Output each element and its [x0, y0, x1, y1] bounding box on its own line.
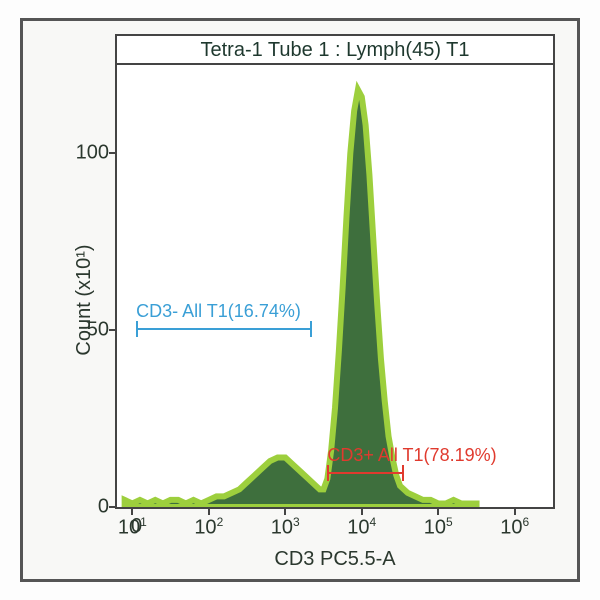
gate-cap — [136, 321, 138, 337]
x-tick-mark — [514, 507, 516, 515]
gate-cd3-neg: CD3- All T1(16.74%) — [136, 301, 312, 330]
x-tick-mark — [437, 507, 439, 515]
y-tick-mark — [109, 506, 117, 508]
x-tick-mark — [284, 507, 286, 515]
chart-title: Tetra-1 Tube 1 : Lymph(45) T1 — [200, 39, 469, 62]
plot-area: 0501000101102103104105106CD3- All T1(16.… — [115, 63, 555, 509]
x-tick-mark — [361, 507, 363, 515]
gate-cap — [327, 465, 329, 481]
gate-label: CD3+ All T1(78.19%) — [327, 445, 403, 466]
gate-bar — [327, 472, 403, 474]
y-tick-mark — [109, 329, 117, 331]
x-axis-label: CD3 PC5.5-A — [115, 548, 555, 571]
gate-bar — [136, 328, 312, 330]
title-bar: Tetra-1 Tube 1 : Lymph(45) T1 — [115, 34, 555, 65]
gate-cap — [310, 321, 312, 337]
gate-label: CD3- All T1(16.74%) — [136, 301, 312, 322]
y-tick-mark — [109, 152, 117, 154]
histogram — [117, 65, 553, 507]
gate-cap — [402, 465, 404, 481]
x-tick-mark — [208, 507, 210, 515]
gate-cd3-pos: CD3+ All T1(78.19%) — [327, 445, 403, 474]
chart-frame: Tetra-1 Tube 1 : Lymph(45) T1 Count (x10… — [20, 18, 580, 582]
chart-container: { "title": "Tetra-1 Tube 1 : Lymph(45) T… — [0, 0, 600, 600]
x-tick-mark — [131, 507, 133, 515]
